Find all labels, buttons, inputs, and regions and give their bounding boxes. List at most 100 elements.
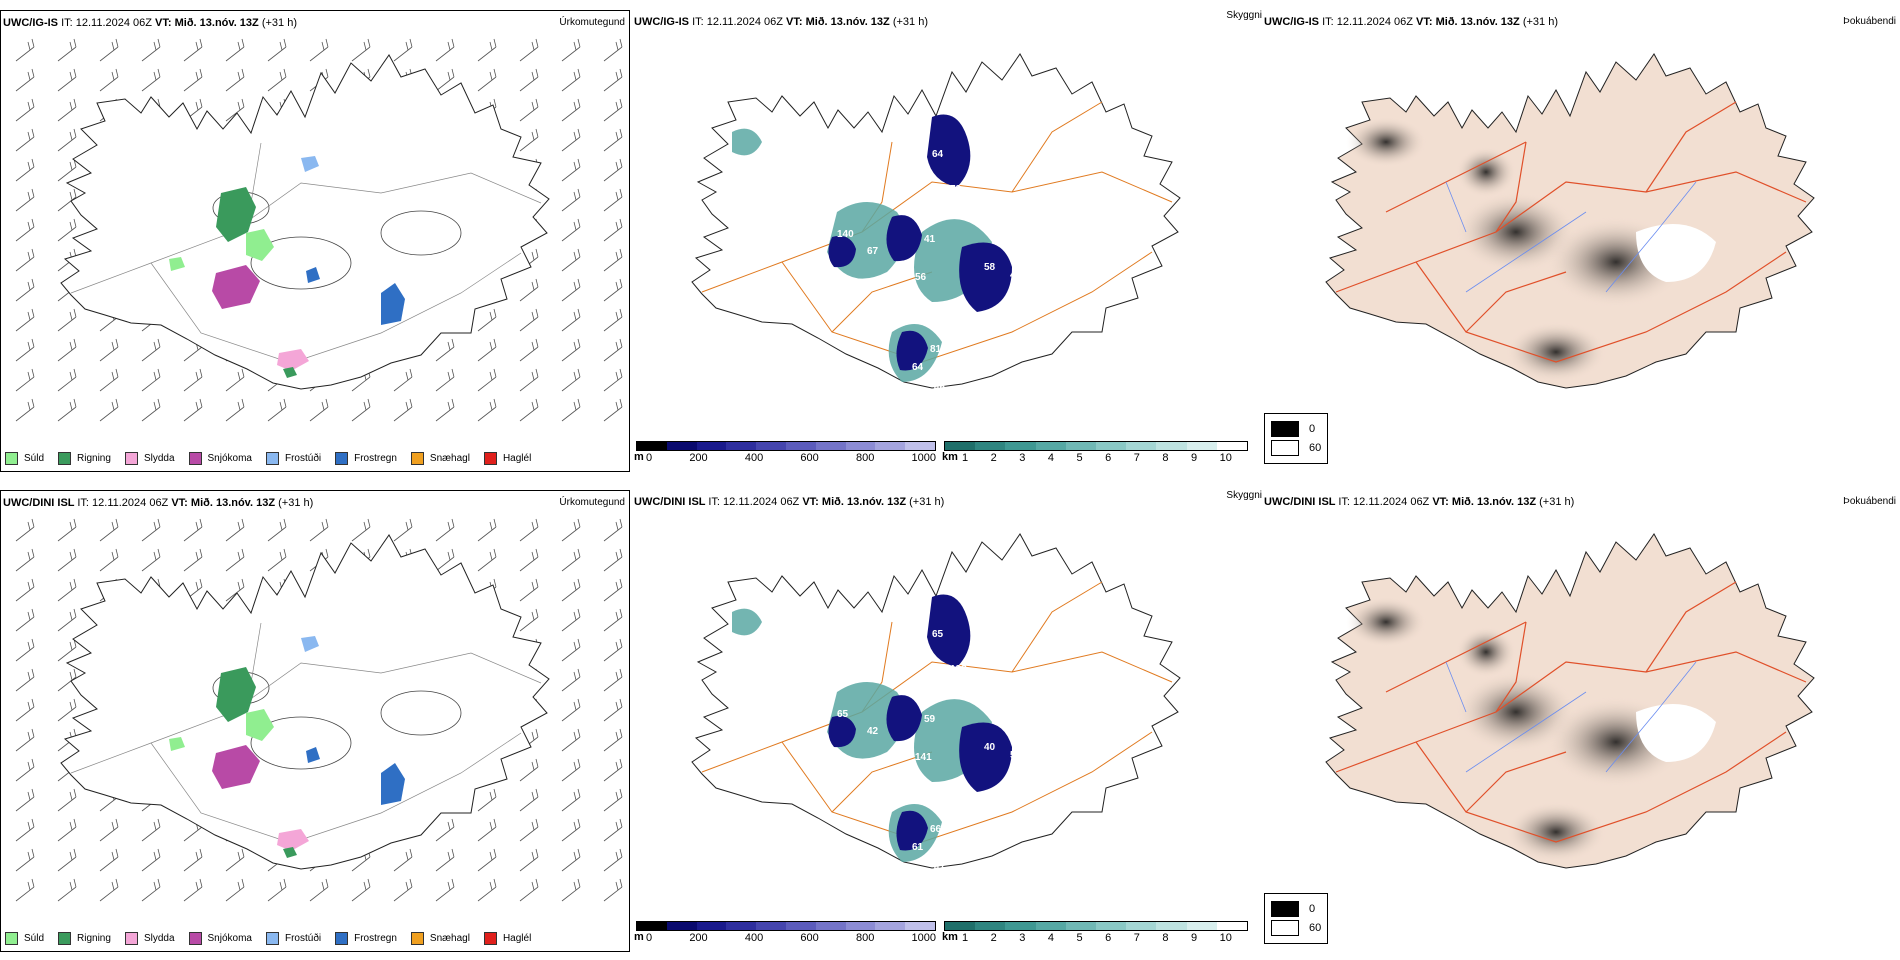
visibility-colorbar-swatches	[944, 441, 1248, 451]
cloudbase-label: 64	[912, 362, 924, 373]
wind-barb	[57, 788, 77, 812]
wind-barb	[393, 368, 413, 392]
cloudbase-label: 41	[924, 234, 936, 245]
fog-index-legend: 0 60	[1264, 413, 1329, 464]
precip-type-panel: UWC/DINI ISL IT: 12.11.2024 06Z VT: Mið.…	[0, 490, 630, 952]
wind-barb	[477, 338, 497, 362]
wind-barb	[225, 98, 245, 122]
freezing-drizzle-area	[301, 636, 319, 652]
colorbar-swatch	[1156, 442, 1187, 450]
wind-barb	[225, 38, 245, 62]
legend-swatch	[5, 932, 18, 945]
wind-barb	[99, 38, 119, 62]
colorbar-tick: 2	[990, 452, 997, 464]
wind-barb	[561, 98, 581, 122]
colorbar-swatch	[1216, 922, 1248, 930]
colorbar-tick: 7	[1133, 452, 1140, 464]
wind-barb	[15, 878, 35, 902]
cloudbase-label: 61	[912, 842, 924, 853]
colorbar-tick: 2	[990, 932, 997, 944]
wind-barb	[519, 758, 539, 782]
cloudbase-label: 39	[907, 396, 919, 407]
wind-barb	[561, 188, 581, 212]
cloud-map: 64 73 140 67 41 58 43 78 136 56 63 81 64 46 39	[691, 53, 1181, 407]
wind-barb	[309, 38, 329, 62]
cloudbase-colorbar: 0 200 400 600 800 1000 m	[634, 441, 936, 464]
precip-legend-item: Frostúði	[265, 932, 321, 945]
wind-barb	[15, 788, 35, 812]
precip-areas	[169, 636, 405, 858]
panel-header: UWC/IG-IS IT: 12.11.2024 06Z VT: Mið. 13…	[634, 16, 928, 28]
wind-barb	[15, 698, 35, 722]
wind-barb	[603, 668, 623, 692]
lead-time: (+31 h)	[261, 17, 297, 29]
colorbar-swatch	[945, 442, 976, 450]
colorbar-swatch	[785, 922, 816, 930]
colorbar-swatch	[875, 922, 906, 930]
wind-barb	[519, 848, 539, 872]
colorbar-swatch	[726, 442, 757, 450]
wind-barb	[15, 398, 35, 422]
wind-barb	[561, 638, 581, 662]
wind-barb	[603, 578, 623, 602]
colorbar-swatch	[637, 442, 667, 450]
model-name: UWC/DINI ISL	[1264, 496, 1339, 508]
wind-barb	[57, 338, 77, 362]
wind-barb	[435, 518, 455, 542]
wind-barb	[519, 818, 539, 842]
colorbar-swatch	[1065, 922, 1097, 930]
wind-barb	[57, 608, 77, 632]
precip-legend-item: Haglél	[483, 932, 532, 945]
fog-legend-row-1: 60	[1271, 920, 1321, 936]
snow-area	[212, 265, 260, 309]
legend-label: Snæhagl	[429, 453, 470, 464]
wind-barb	[519, 98, 539, 122]
precip-legend-item: Snjókoma	[188, 452, 252, 465]
wind-barb	[15, 728, 35, 752]
legend-swatch	[483, 452, 497, 465]
wind-barb	[15, 638, 35, 662]
model-name: UWC/IG-IS	[1264, 16, 1323, 28]
legend-swatch	[410, 932, 424, 945]
it-label: IT:	[708, 496, 724, 508]
freezing-rain-area	[381, 763, 405, 805]
it-value: 12.11.2024 06Z	[92, 497, 172, 509]
legend-swatch	[335, 452, 349, 465]
colorbar-swatch	[1035, 922, 1066, 930]
rain-area-south	[283, 847, 297, 858]
colorbar-swatch	[1216, 442, 1248, 450]
cloudbase-label: 55	[1010, 750, 1022, 761]
colorbar-tick: 3	[1019, 932, 1026, 944]
cloud-visibility-panel: UWC/IG-IS IT: 12.11.2024 06Z VT: Mið. 13…	[632, 10, 1329, 472]
wind-barb	[519, 548, 539, 572]
panel-title: Úrkomutegund	[559, 497, 625, 508]
legend-label: Haglél	[502, 933, 532, 944]
cloudbase-label: 47	[934, 862, 946, 873]
forecast-row-1: UWC/DINI ISL IT: 12.11.2024 06Z VT: Mið.…	[0, 490, 1900, 960]
wind-barb	[561, 518, 581, 542]
model-name: UWC/DINI ISL	[3, 497, 78, 509]
precip-legend-item: Snæhagl	[410, 932, 470, 945]
wind-barb	[603, 338, 623, 362]
wind-barb	[57, 578, 77, 602]
colorbar-swatch	[1156, 922, 1187, 930]
legend-label: Frostregn	[354, 933, 397, 944]
wind-barb	[57, 128, 77, 152]
precip-legend-item: Slydda	[124, 452, 175, 465]
colorbar-tick: 600	[800, 932, 819, 944]
panel-title: Skyggni	[1226, 490, 1262, 501]
wind-barb	[99, 338, 119, 362]
colorbar-tick: 1	[962, 452, 969, 464]
colorbar-swatch	[815, 922, 846, 930]
wind-barb	[57, 698, 77, 722]
colorbar-tick: 10	[1219, 452, 1232, 464]
colorbar-swatch	[815, 442, 846, 450]
wind-barb	[477, 68, 497, 92]
cloudbase-label: 59	[1008, 782, 1020, 793]
wind-barb	[57, 818, 77, 842]
legend-swatch	[58, 932, 72, 945]
colorbar-swatch	[756, 922, 786, 930]
colorbar-tick: 8	[1162, 452, 1169, 464]
colorbar-swatch	[1096, 922, 1127, 930]
wind-barb	[309, 878, 329, 902]
